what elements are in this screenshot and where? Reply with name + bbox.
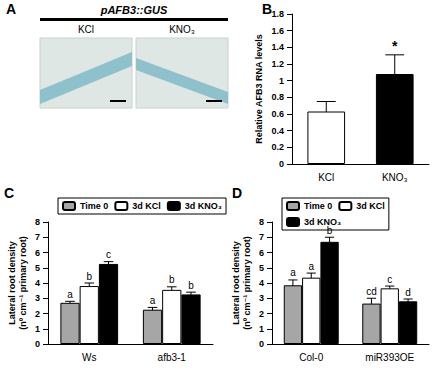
svg-text:KCl: KCl xyxy=(318,172,334,183)
svg-text:d: d xyxy=(405,287,411,298)
svg-text:3d KCl: 3d KCl xyxy=(356,201,385,211)
svg-text:pAFB3::GUS: pAFB3::GUS xyxy=(100,4,168,16)
svg-text:miR393OE: miR393OE xyxy=(365,352,414,363)
svg-text:(nº cm⁻¹ primary root): (nº cm⁻¹ primary root) xyxy=(18,236,28,330)
svg-text:0: 0 xyxy=(279,159,284,169)
svg-text:4: 4 xyxy=(35,278,40,288)
svg-text:(nº cm⁻¹ primary root): (nº cm⁻¹ primary root) xyxy=(242,236,252,330)
svg-text:8: 8 xyxy=(35,217,40,227)
svg-text:3: 3 xyxy=(35,293,40,303)
svg-text:2: 2 xyxy=(259,309,264,319)
svg-text:7: 7 xyxy=(259,232,264,242)
svg-text:6: 6 xyxy=(259,248,264,258)
svg-text:3: 3 xyxy=(259,293,264,303)
svg-text:A: A xyxy=(6,1,16,17)
svg-text:1: 1 xyxy=(279,76,284,86)
svg-text:2: 2 xyxy=(35,309,40,319)
svg-text:0: 0 xyxy=(35,339,40,349)
svg-text:KNO₃: KNO₃ xyxy=(169,24,195,35)
svg-text:c: c xyxy=(387,274,392,285)
svg-text:6: 6 xyxy=(35,248,40,258)
svg-text:B: B xyxy=(262,1,273,17)
svg-text:3d KNO₃: 3d KNO₃ xyxy=(304,217,341,227)
svg-text:1: 1 xyxy=(259,324,264,334)
svg-text:a: a xyxy=(150,295,156,306)
svg-text:Time 0: Time 0 xyxy=(304,201,332,211)
svg-text:Col-0: Col-0 xyxy=(299,352,323,363)
svg-text:cd: cd xyxy=(366,286,377,297)
svg-text:3d KNO₃: 3d KNO₃ xyxy=(185,201,222,211)
svg-text:a: a xyxy=(290,267,296,278)
svg-text:Lateral root density: Lateral root density xyxy=(231,241,241,325)
svg-text:Time 0: Time 0 xyxy=(80,201,108,211)
svg-text:*: * xyxy=(392,38,398,54)
svg-text:0.8: 0.8 xyxy=(271,92,284,102)
svg-text:1.6: 1.6 xyxy=(271,26,284,36)
svg-text:1.8: 1.8 xyxy=(271,9,284,19)
svg-text:a: a xyxy=(67,289,73,300)
svg-text:0.6: 0.6 xyxy=(271,109,284,119)
svg-text:1.2: 1.2 xyxy=(271,59,284,69)
svg-text:8: 8 xyxy=(259,217,264,227)
svg-text:5: 5 xyxy=(259,263,264,273)
svg-text:0: 0 xyxy=(259,339,264,349)
svg-text:b: b xyxy=(169,274,175,285)
svg-text:KNO₃: KNO₃ xyxy=(382,172,408,183)
svg-text:a: a xyxy=(308,261,314,272)
svg-text:3d KCl: 3d KCl xyxy=(132,201,161,211)
svg-text:afb3-1: afb3-1 xyxy=(158,352,187,363)
svg-text:b: b xyxy=(86,271,92,282)
svg-text:7: 7 xyxy=(35,232,40,242)
svg-text:4: 4 xyxy=(259,278,264,288)
svg-text:5: 5 xyxy=(35,263,40,273)
svg-text:c: c xyxy=(106,249,111,260)
svg-text:D: D xyxy=(232,185,242,201)
svg-text:0.4: 0.4 xyxy=(271,126,284,136)
svg-text:Ws: Ws xyxy=(82,352,96,363)
svg-text:1.4: 1.4 xyxy=(271,42,284,52)
svg-text:1: 1 xyxy=(35,324,40,334)
svg-text:Lateral root density: Lateral root density xyxy=(7,241,17,325)
svg-text:KCl: KCl xyxy=(78,24,94,35)
svg-text:Relative AFB3 RNA levels: Relative AFB3 RNA levels xyxy=(254,34,264,143)
svg-text:b: b xyxy=(188,280,194,291)
svg-text:C: C xyxy=(4,185,14,201)
svg-text:0.2: 0.2 xyxy=(271,142,284,152)
